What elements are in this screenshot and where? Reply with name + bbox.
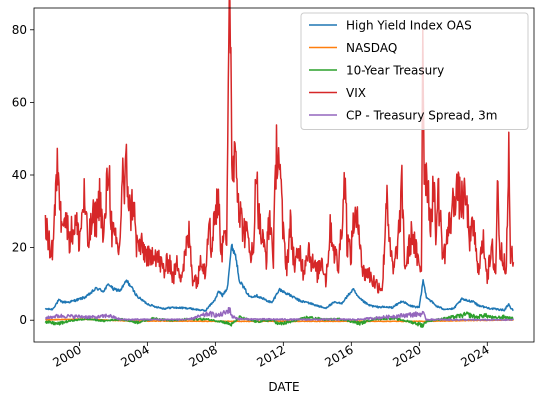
x-tick-label: 2016 [322, 342, 355, 369]
legend-label: VIX [346, 86, 366, 100]
legend-label: CP - Treasury Spread, 3m [346, 109, 497, 123]
legend: High Yield Index OAS NASDAQ 10-Year Treasu… [300, 12, 529, 130]
series-line [44, 243, 514, 312]
y-tick-label: 40 [12, 168, 27, 182]
y-axis: 0 20 40 60 80 [12, 23, 34, 327]
x-tick-label: 2008 [186, 342, 219, 369]
y-tick-label: 60 [12, 95, 27, 109]
legend-label: High Yield Index OAS [346, 19, 472, 33]
y-tick-label: 80 [12, 23, 27, 37]
x-axis-label: DATE [268, 380, 299, 394]
x-tick-label: 2012 [254, 342, 287, 369]
series-layer [44, 0, 515, 328]
y-tick-label: 0 [19, 313, 27, 327]
series-line [44, 0, 515, 294]
x-tick-label: 2024 [458, 342, 491, 369]
x-tick-label: 2020 [390, 342, 423, 369]
x-tick-label: 2004 [118, 342, 151, 369]
y-tick-label: 20 [12, 241, 27, 255]
legend-box [300, 12, 529, 130]
x-tick-label: 2000 [50, 342, 83, 369]
series-line [44, 307, 514, 322]
legend-label: 10-Year Treasury [346, 64, 444, 78]
x-axis: 2000 2004 2008 2012 2016 2020 2024 [50, 342, 492, 370]
legend-label: NASDAQ [346, 41, 397, 55]
